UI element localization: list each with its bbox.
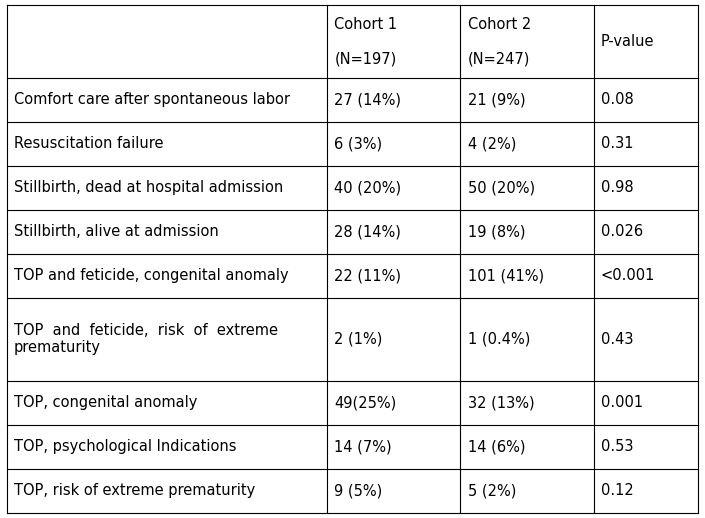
Text: 0.001: 0.001 <box>601 395 643 410</box>
Text: 101 (41%): 101 (41%) <box>467 268 544 283</box>
Text: TOP, risk of extreme prematurity: TOP, risk of extreme prematurity <box>14 483 255 498</box>
Text: TOP and feticide, congenital anomaly: TOP and feticide, congenital anomaly <box>14 268 289 283</box>
Text: Stillbirth, alive at admission: Stillbirth, alive at admission <box>14 224 219 239</box>
Text: 0.98: 0.98 <box>601 180 633 195</box>
Text: 50 (20%): 50 (20%) <box>467 180 534 195</box>
Text: 32 (13%): 32 (13%) <box>467 395 534 410</box>
Text: 0.31: 0.31 <box>601 136 633 151</box>
Text: 0.53: 0.53 <box>601 439 633 454</box>
Text: Comfort care after spontaneous labor: Comfort care after spontaneous labor <box>14 92 290 107</box>
Text: 1 (0.4%): 1 (0.4%) <box>467 332 530 347</box>
Text: 6 (3%): 6 (3%) <box>334 136 383 151</box>
Text: 28 (14%): 28 (14%) <box>334 224 401 239</box>
Text: 0.026: 0.026 <box>601 224 643 239</box>
Text: 5 (2%): 5 (2%) <box>467 483 516 498</box>
Text: 22 (11%): 22 (11%) <box>334 268 401 283</box>
Text: 0.43: 0.43 <box>601 332 633 347</box>
Text: 4 (2%): 4 (2%) <box>467 136 516 151</box>
Text: 0.08: 0.08 <box>601 92 633 107</box>
Text: 9 (5%): 9 (5%) <box>334 483 383 498</box>
Text: 27 (14%): 27 (14%) <box>334 92 401 107</box>
Text: Cohort 1

(N=197): Cohort 1 (N=197) <box>334 17 398 66</box>
Text: 2 (1%): 2 (1%) <box>334 332 383 347</box>
Text: 14 (6%): 14 (6%) <box>467 439 525 454</box>
Text: P-value: P-value <box>601 34 654 49</box>
Text: TOP  and  feticide,  risk  of  extreme
prematurity: TOP and feticide, risk of extreme premat… <box>14 323 278 355</box>
Text: <0.001: <0.001 <box>601 268 655 283</box>
Text: Cohort 2

(N=247): Cohort 2 (N=247) <box>467 17 531 66</box>
Text: 14 (7%): 14 (7%) <box>334 439 392 454</box>
Text: 40 (20%): 40 (20%) <box>334 180 401 195</box>
Text: Stillbirth, dead at hospital admission: Stillbirth, dead at hospital admission <box>14 180 283 195</box>
Text: Resuscitation failure: Resuscitation failure <box>14 136 164 151</box>
Text: 0.12: 0.12 <box>601 483 633 498</box>
Text: 21 (9%): 21 (9%) <box>467 92 525 107</box>
Text: 49(25%): 49(25%) <box>334 395 397 410</box>
Text: 19 (8%): 19 (8%) <box>467 224 525 239</box>
Text: TOP, psychological Indications: TOP, psychological Indications <box>14 439 237 454</box>
Text: TOP, congenital anomaly: TOP, congenital anomaly <box>14 395 197 410</box>
